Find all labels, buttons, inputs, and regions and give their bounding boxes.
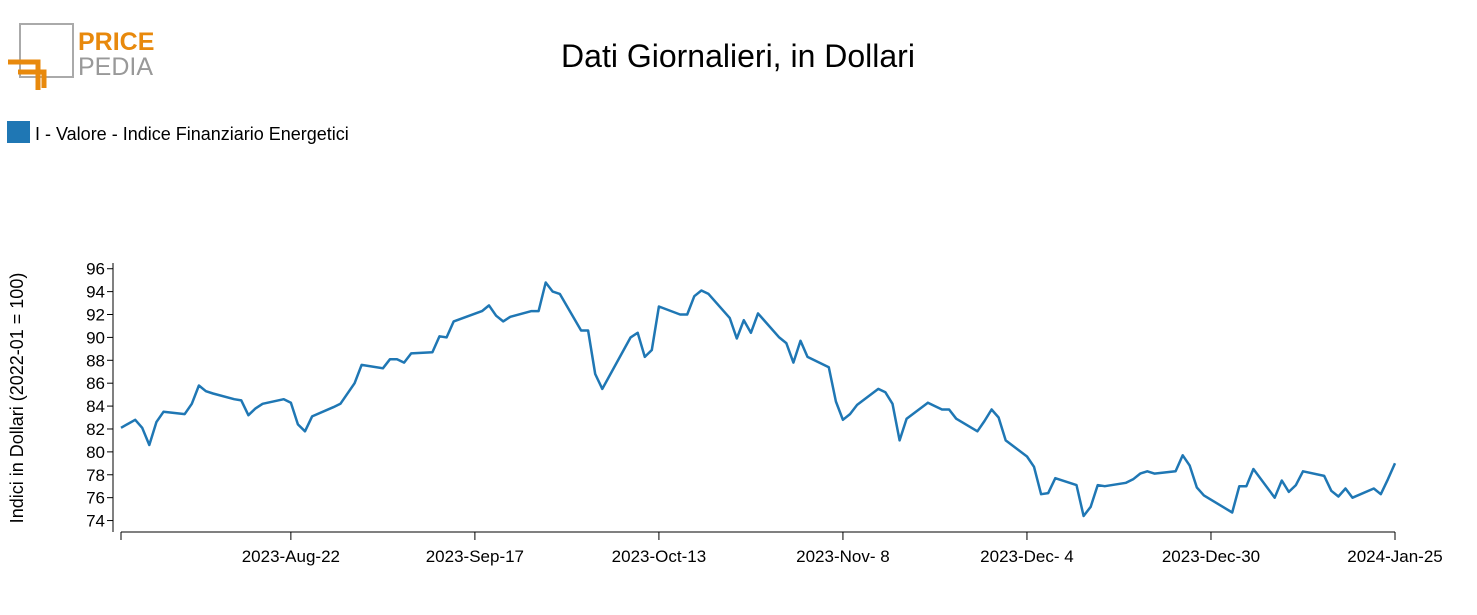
y-tick-label: 96 (86, 260, 105, 279)
y-tick-label: 90 (86, 328, 105, 347)
y-tick-label: 82 (86, 420, 105, 439)
logo-mark (8, 59, 47, 90)
x-tick-label: 2023-Oct-13 (612, 547, 707, 566)
logo-text: PRICE (78, 28, 154, 56)
chart-title: Dati Giornalieri, in Dollari (561, 38, 915, 74)
logo: PRICE PEDIA (8, 23, 154, 90)
y-tick-label: 92 (86, 306, 105, 325)
line (120, 281, 1397, 518)
x-tick-label: 2023-Dec- 4 (980, 547, 1074, 566)
x-tick-label: 2023-Sep-17 (426, 547, 524, 566)
logo-frame (19, 23, 74, 78)
y-tick-label: 94 (86, 283, 105, 302)
legend-label: I - Valore - Indice Finanziario Energeti… (35, 124, 349, 144)
legend-swatch (7, 121, 30, 143)
logo-text: PEDIA (78, 53, 153, 81)
y-tick-label: 78 (86, 466, 105, 485)
y-tick-label: 80 (86, 443, 105, 462)
y-tick-label: 86 (86, 374, 105, 393)
y-tick-label: 84 (86, 397, 105, 416)
x-tick-label: 2023-Dec-30 (1162, 547, 1260, 566)
x-tick-label: 2024-Jan-25 (1347, 547, 1442, 566)
y-tick-label: 76 (86, 489, 105, 508)
y-tick-label: 74 (86, 512, 105, 531)
y-axis-label: Indici in Dollari (2022-01 = 100) (7, 273, 27, 524)
x-tick-label: 2023-Nov- 8 (796, 547, 890, 566)
y-tick-label: 88 (86, 351, 105, 370)
x-tick-label: 2023-Aug-22 (242, 547, 340, 566)
